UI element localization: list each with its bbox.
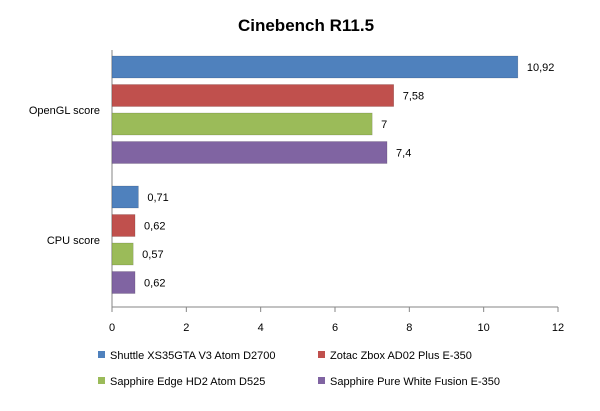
- legend-swatch: [98, 351, 105, 358]
- bar: [111, 84, 394, 107]
- data-label: 0,71: [147, 192, 168, 204]
- data-label: 7,4: [396, 148, 411, 160]
- data-label: 0,62: [144, 221, 165, 233]
- bar: [111, 185, 139, 209]
- bar: [111, 112, 373, 136]
- legend-swatch: [318, 377, 325, 384]
- x-tick-label: 2: [183, 322, 189, 334]
- legend-swatch: [98, 377, 105, 384]
- category-labels: OpenGL score CPU score: [29, 105, 100, 247]
- legend-label: Sapphire Pure White Fusion E-350: [330, 376, 500, 388]
- data-label: 7: [381, 119, 387, 131]
- x-tick-label: 8: [406, 322, 412, 334]
- legend: Shuttle XS35GTA V3 Atom D2700 Zotac Zbox …: [98, 350, 500, 388]
- bar: [111, 242, 134, 266]
- chart-title: Cinebench R11.5: [238, 16, 374, 35]
- x-tick-label: 10: [478, 322, 490, 334]
- x-tick-label: 12: [552, 322, 564, 334]
- x-axis-ticks: 0 2 4 6 8 10 12: [109, 307, 564, 334]
- legend-label: Shuttle XS35GTA V3 Atom D2700: [110, 350, 276, 362]
- x-tick-label: 4: [258, 322, 264, 334]
- data-label: 0,57: [142, 249, 163, 261]
- data-label: 10,92: [527, 62, 555, 74]
- bar: [111, 271, 136, 294]
- legend-swatch: [318, 351, 325, 358]
- legend-label: Sapphire Edge HD2 Atom D525: [110, 376, 265, 388]
- data-label: 0,62: [144, 278, 165, 290]
- bar: [111, 141, 388, 164]
- legend-label: Zotac Zbox AD02 Plus E-350: [330, 350, 472, 362]
- category-label: OpenGL score: [29, 105, 100, 117]
- category-label: CPU score: [47, 235, 100, 247]
- data-label: 7,58: [403, 91, 424, 103]
- bar: [111, 214, 136, 237]
- bar: [111, 55, 519, 79]
- x-tick-label: 0: [109, 322, 115, 334]
- x-tick-label: 6: [332, 322, 338, 334]
- bars: 10,92 7,58 7 7,4 0,71 0,62 0,57 0,62: [111, 55, 555, 294]
